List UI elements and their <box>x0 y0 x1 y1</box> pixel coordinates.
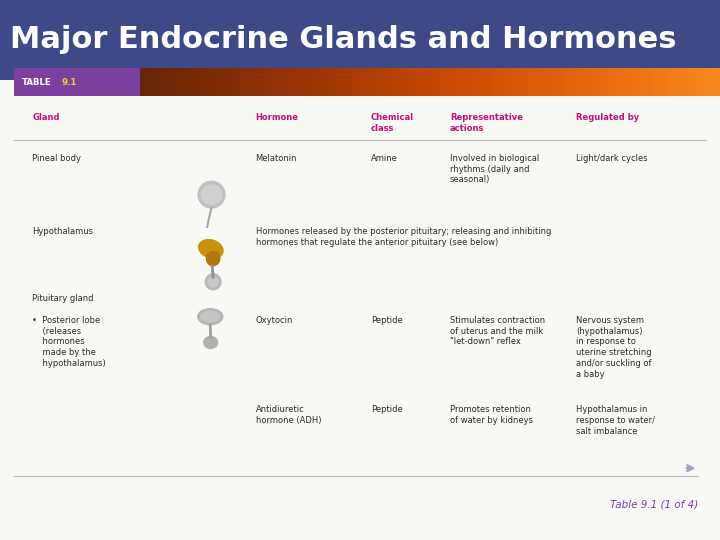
Text: Involved in biological
rhythms (daily and
seasonal): Involved in biological rhythms (daily an… <box>450 154 539 184</box>
Text: Regulated by: Regulated by <box>576 113 639 123</box>
Bar <box>14 68 140 96</box>
Text: •  Posterior lobe
    (releases
    hormones
    made by the
    hypothalamus): • Posterior lobe (releases hormones made… <box>32 316 106 368</box>
Text: Promotes retention
of water by kidneys: Promotes retention of water by kidneys <box>450 405 533 425</box>
Text: Hormone: Hormone <box>256 113 299 123</box>
Text: 9.1: 9.1 <box>61 78 76 86</box>
Text: Hypothalamus in
response to water/
salt imbalance: Hypothalamus in response to water/ salt … <box>576 405 655 435</box>
Text: Major Endocrine Glands and Some of Their Hormones: Major Endocrine Glands and Some of Their… <box>148 78 433 86</box>
Text: Pineal body: Pineal body <box>32 154 81 163</box>
Text: Chemical
class: Chemical class <box>371 113 414 133</box>
Ellipse shape <box>201 311 220 322</box>
Ellipse shape <box>199 240 223 258</box>
Text: Major Endocrine Glands and Hormones: Major Endocrine Glands and Hormones <box>10 25 677 55</box>
Ellipse shape <box>201 185 222 204</box>
Ellipse shape <box>204 336 217 348</box>
Ellipse shape <box>207 252 220 266</box>
Text: Gland: Gland <box>32 113 60 123</box>
Text: Oxytocin: Oxytocin <box>256 316 293 325</box>
Ellipse shape <box>198 181 225 208</box>
Text: Light/dark cycles: Light/dark cycles <box>576 154 647 163</box>
Text: Antidiuretic
hormone (ADH): Antidiuretic hormone (ADH) <box>256 405 321 425</box>
Text: Representative
actions: Representative actions <box>450 113 523 133</box>
Text: Table 9.1 (1 of 4): Table 9.1 (1 of 4) <box>610 500 698 510</box>
Text: Nervous system
(hypothalamus)
in response to
uterine stretching
and/or suckling : Nervous system (hypothalamus) in respons… <box>576 316 652 379</box>
Ellipse shape <box>205 274 221 290</box>
Text: Stimulates contraction
of uterus and the milk
"let-down" reflex: Stimulates contraction of uterus and the… <box>450 316 545 346</box>
Text: TABLE: TABLE <box>22 78 51 86</box>
Ellipse shape <box>208 276 218 287</box>
Text: Peptide: Peptide <box>371 316 402 325</box>
Text: Melatonin: Melatonin <box>256 154 297 163</box>
Ellipse shape <box>198 309 222 325</box>
Text: Peptide: Peptide <box>371 405 402 414</box>
Text: Pituitary gland: Pituitary gland <box>32 294 94 303</box>
Text: Hypothalamus: Hypothalamus <box>32 227 94 236</box>
Bar <box>0 68 720 540</box>
Bar <box>0 0 720 80</box>
Text: Hormones released by the posterior pituitary; releasing and inhibiting
hormones : Hormones released by the posterior pitui… <box>256 227 551 247</box>
Text: Amine: Amine <box>371 154 397 163</box>
